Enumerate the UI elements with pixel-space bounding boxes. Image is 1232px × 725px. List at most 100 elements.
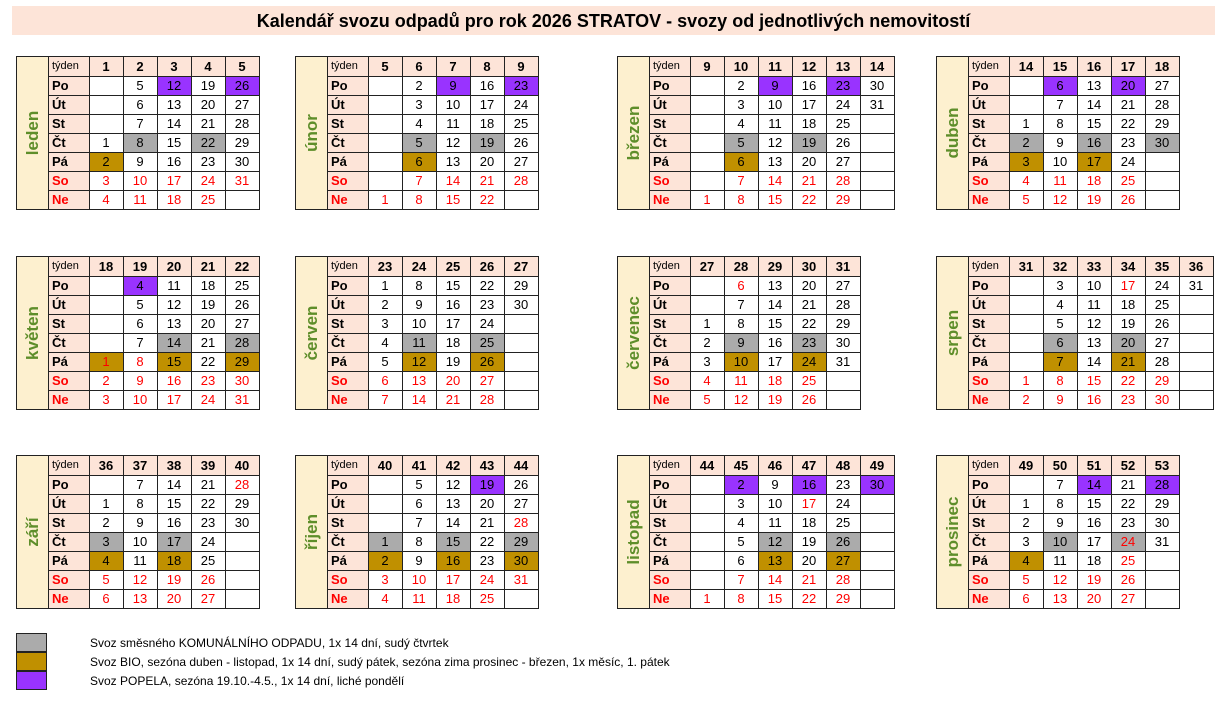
day-cell (1179, 295, 1214, 315)
day-cell: 3 (1043, 276, 1078, 296)
day-name: Po (969, 475, 1010, 495)
day-cell: 23 (191, 371, 226, 391)
day-cell (368, 133, 403, 153)
day-cell: 28 (1145, 95, 1180, 115)
week-number: 26 (470, 257, 505, 277)
day-cell (225, 190, 260, 209)
day-row: Čt 5 12 19 26 (650, 133, 895, 153)
day-cell (89, 114, 124, 134)
day-cell: 15 (758, 190, 793, 209)
day-cell-komunal: 10 (1043, 532, 1078, 552)
day-cell: 16 (792, 76, 827, 96)
day-cell: 10 (123, 171, 158, 191)
week-header-row: týden 18 19 20 21 22 (49, 257, 260, 277)
week-number: 36 (1179, 257, 1214, 277)
day-cell: 29 (504, 276, 539, 296)
month-label: červen (295, 257, 328, 409)
day-cell: 27 (826, 152, 861, 172)
day-row: Pá 6 13 20 27 (650, 152, 895, 172)
day-name: Út (650, 95, 691, 115)
day-cell: 9 (123, 513, 158, 533)
month-name: červenec (623, 296, 643, 370)
day-name: Pá (328, 551, 369, 571)
day-cell: 8 (402, 532, 437, 552)
day-cell: 25 (826, 513, 861, 533)
day-cell: 17 (470, 95, 505, 115)
month-block-3: březen týden 9 10 11 12 13 14 Po 2 9 16 23 30 Út 3 10 17 2… (617, 56, 895, 210)
month-block-5: květen týden 18 19 20 21 22 Po 4 11 18 25 Út 5 12 19 26 S… (16, 256, 260, 410)
day-cell: 22 (470, 190, 505, 209)
day-cell: 26 (1111, 570, 1146, 590)
day-name: Út (49, 295, 90, 315)
week-number: 43 (470, 456, 505, 476)
day-row: St 1 8 15 22 29 (650, 314, 861, 334)
day-cell: 21 (191, 114, 226, 134)
day-cell: 8 (724, 190, 759, 209)
day-cell: 16 (157, 152, 192, 172)
week-number: 5 (368, 57, 403, 77)
day-cell: 4 (724, 114, 759, 134)
day-cell (1009, 295, 1044, 315)
day-cell: 5 (402, 475, 437, 495)
week-number: 49 (860, 456, 895, 476)
day-cell-popel: 30 (860, 475, 895, 495)
day-row: Čt 3 10 17 24 (49, 532, 260, 552)
day-name: St (49, 314, 90, 334)
day-cell: 9 (1043, 513, 1078, 533)
day-cell-bio: 2 (89, 152, 124, 172)
day-cell: 14 (157, 114, 192, 134)
day-cell (690, 76, 725, 96)
day-name: Pá (328, 352, 369, 372)
week-header-row: týden 31 32 33 34 35 36 (969, 257, 1214, 277)
day-cell-popel: 9 (436, 76, 471, 96)
day-cell: 13 (1043, 589, 1078, 608)
day-cell: 20 (792, 551, 827, 571)
week-number: 44 (690, 456, 725, 476)
day-cell: 27 (191, 589, 226, 608)
day-cell (860, 494, 895, 514)
day-name: St (328, 314, 369, 334)
popel-swatch (16, 671, 47, 690)
day-row: Ne 7 14 21 28 (328, 390, 539, 409)
month-block-8: srpen týden 31 32 33 34 35 36 Po 3 10 17 24 31 Út 4 11 18… (936, 256, 1214, 410)
day-cell: 28 (1145, 352, 1180, 372)
day-cell: 23 (1111, 513, 1146, 533)
day-cell: 6 (368, 371, 403, 391)
week-header-row: týden 27 28 29 30 31 (650, 257, 861, 277)
month-block-6: červen týden 23 24 25 26 27 Po 1 8 15 22 29 Út 2 9 16 23 3… (295, 256, 539, 410)
day-row: Čt 6 13 20 27 (969, 333, 1214, 353)
day-row: Po 4 11 18 25 (49, 276, 260, 296)
day-cell (89, 333, 124, 353)
day-cell: 11 (1077, 295, 1112, 315)
day-cell-komunal: 26 (826, 532, 861, 552)
day-cell: 29 (1145, 371, 1180, 391)
month-block-10: říjen týden 40 41 42 43 44 Po 5 12 19 26 Út 6 13 20 27 St… (295, 455, 539, 609)
day-cell: 5 (1043, 314, 1078, 334)
week-header-row: týden 14 15 16 17 18 (969, 57, 1180, 77)
day-cell (1179, 371, 1214, 391)
day-cell: 6 (89, 589, 124, 608)
day-row: St 4 11 18 25 (650, 513, 895, 533)
day-row: Čt 3 10 17 24 31 (969, 532, 1180, 552)
day-cell: 3 (89, 390, 124, 409)
day-cell: 21 (1111, 95, 1146, 115)
day-cell (1145, 551, 1180, 571)
day-cell-komunal: 20 (1111, 333, 1146, 353)
day-cell-bio: 30 (504, 551, 539, 571)
day-cell-komunal: 8 (123, 133, 158, 153)
day-name: Čt (650, 333, 691, 353)
week-number: 29 (758, 257, 793, 277)
month-table: týden 40 41 42 43 44 Po 5 12 19 26 Út 6 13 20 27 St 7 14 21… (328, 456, 539, 608)
day-cell-komunal: 3 (89, 532, 124, 552)
day-cell (690, 95, 725, 115)
day-row: Pá 3 10 17 24 (969, 152, 1180, 172)
day-cell: 27 (470, 371, 505, 391)
day-cell: 28 (225, 114, 260, 134)
week-number: 9 (504, 57, 539, 77)
day-cell-bio: 2 (368, 551, 403, 571)
day-cell: 27 (225, 314, 260, 334)
day-cell-bio: 4 (1009, 551, 1044, 571)
week-number: 14 (1009, 57, 1044, 77)
day-cell: 11 (157, 276, 192, 296)
day-cell: 18 (792, 513, 827, 533)
